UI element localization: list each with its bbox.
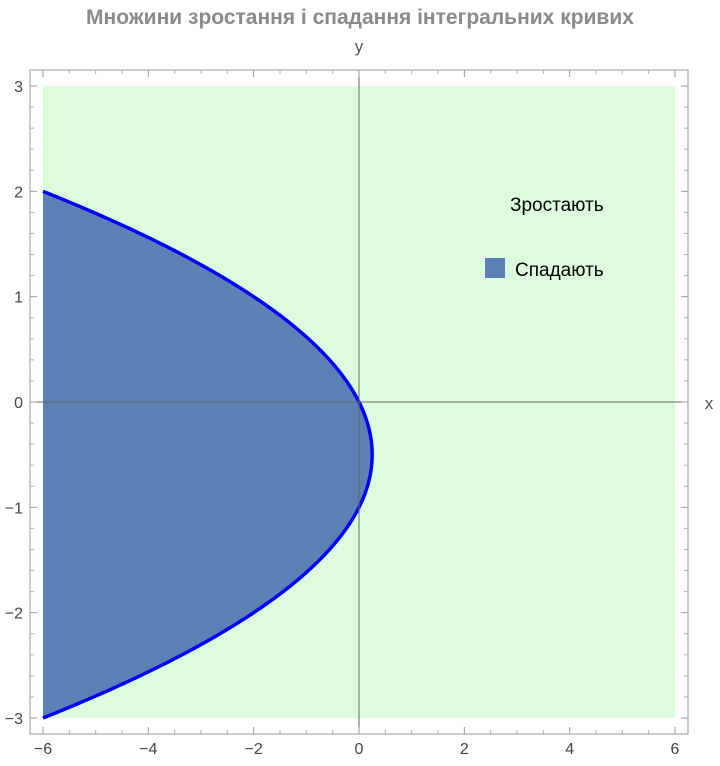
y-axis-label: y	[355, 37, 364, 56]
y-tick-label: −2	[5, 606, 23, 623]
x-tick-label: 2	[460, 741, 469, 758]
x-tick-label: 6	[671, 741, 680, 758]
x-tick-label: −4	[139, 741, 157, 758]
legend-label-increasing: Зростають	[510, 195, 604, 216]
y-tick-label: 3	[14, 79, 23, 96]
x-tick-label: 4	[565, 741, 574, 758]
y-tick-label: 1	[14, 290, 23, 307]
decreasing-region	[43, 191, 373, 718]
x-tick-label: 0	[355, 741, 364, 758]
x-axis-label: x	[705, 394, 714, 413]
x-tick-label: −6	[34, 741, 52, 758]
chart-title: Множини зростання і спадання інтегральни…	[86, 6, 634, 29]
ticks-group: −6 −4 −2 0 2 4 6 −3 −2 −1 0 1 2 3	[5, 70, 688, 758]
y-tick-label: −3	[5, 711, 23, 728]
y-tick-label: 2	[14, 184, 23, 201]
x-tick-label: −2	[245, 741, 263, 758]
legend-swatch-decreasing	[485, 258, 505, 278]
y-tick-label: −1	[5, 500, 23, 517]
boundary-curve	[42, 189, 374, 720]
legend-label-decreasing: Спадають	[515, 260, 604, 281]
legend: Зростають Спадають	[485, 195, 604, 281]
y-tick-label: 0	[14, 395, 23, 412]
